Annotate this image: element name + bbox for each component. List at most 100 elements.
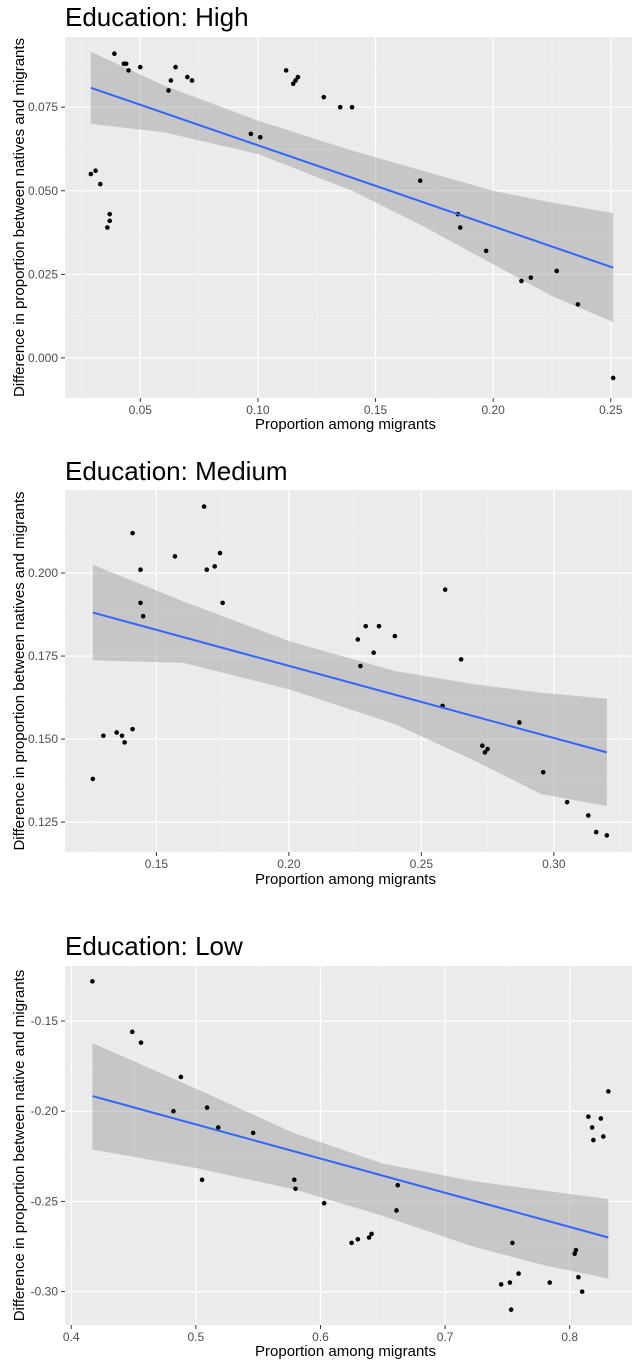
- data-point: [129, 1029, 135, 1035]
- data-point: [593, 829, 599, 835]
- data-point: [585, 813, 591, 818]
- data-point: [204, 567, 210, 573]
- regression-line: [92, 1095, 609, 1239]
- data-point: [199, 1177, 205, 1183]
- confidence-band: [90, 51, 614, 323]
- data-point: [554, 268, 560, 274]
- x-tick-label: 0.30: [542, 857, 566, 871]
- data-point: [114, 730, 119, 735]
- data-point: [122, 740, 127, 745]
- y-axis-label: Difference in proportion between natives…: [11, 38, 28, 397]
- y-tick-label: 0.050: [28, 184, 58, 198]
- data-point: [130, 530, 135, 536]
- data-point: [395, 1182, 401, 1188]
- data-point: [220, 600, 225, 606]
- data-point: [107, 218, 113, 224]
- data-point: [166, 88, 171, 93]
- data-point: [137, 64, 143, 70]
- data-point: [105, 225, 110, 230]
- chart-title: Education: Medium: [65, 456, 288, 486]
- data-point: [417, 178, 423, 184]
- data-point: [349, 1240, 354, 1246]
- data-point: [392, 633, 398, 639]
- data-point: [204, 1105, 210, 1110]
- y-tick-label: 0.025: [28, 267, 58, 281]
- data-point: [123, 61, 129, 67]
- confidence-band: [92, 1043, 609, 1279]
- x-tick-label: 0.6: [312, 1330, 329, 1344]
- data-point: [172, 554, 178, 559]
- data-point: [483, 248, 489, 254]
- data-point: [90, 776, 96, 782]
- plot-panel: [65, 966, 632, 1325]
- data-point: [119, 733, 125, 739]
- data-point: [572, 1251, 577, 1257]
- data-point: [517, 720, 522, 725]
- data-point: [295, 74, 301, 80]
- y-axis-label: Difference in proportion between native …: [11, 970, 28, 1322]
- data-point: [349, 104, 355, 110]
- data-point: [485, 746, 490, 752]
- x-axis-label: Proportion among migrants: [255, 416, 436, 433]
- y-axis-label: Difference in proportion between natives…: [11, 491, 28, 850]
- data-point: [591, 1137, 596, 1143]
- data-point: [248, 131, 254, 137]
- data-point: [168, 78, 174, 83]
- data-point: [606, 1089, 611, 1094]
- data-point: [355, 1237, 361, 1242]
- y-tick-label: 0.175: [28, 649, 58, 663]
- data-point: [589, 1125, 595, 1130]
- data-point: [171, 1108, 176, 1114]
- x-axis-label: Proportion among migrants: [255, 1343, 436, 1360]
- regression-line: [92, 611, 608, 754]
- x-tick-label: 0.15: [145, 857, 169, 871]
- y-tick-label: -0.20: [31, 1104, 59, 1118]
- data-point: [482, 750, 488, 755]
- data-point: [579, 1289, 585, 1294]
- data-point: [575, 302, 581, 307]
- plot-panel: [65, 490, 632, 852]
- data-point: [363, 623, 369, 629]
- chart-title: Education: Low: [65, 931, 243, 961]
- data-point: [178, 1074, 184, 1080]
- confidence-band: [92, 564, 607, 807]
- data-point: [366, 1235, 372, 1240]
- y-tick-label: 0.125: [28, 815, 58, 829]
- data-point: [604, 833, 610, 838]
- data-point: [498, 1282, 504, 1287]
- data-point: [337, 104, 343, 110]
- plot-panel: [65, 37, 632, 398]
- x-tick-label: 0.05: [129, 403, 153, 417]
- y-tick-label: 0.150: [28, 732, 58, 746]
- data-point: [576, 1274, 581, 1280]
- data-point: [93, 168, 98, 174]
- data-point: [547, 1280, 553, 1285]
- chart-panel-2: 0.15 0.20 0.25 0.30 0.125 0.150 0.175 0.200 Educ…: [11, 456, 632, 888]
- chart-panel-1: 0.05 0.10 0.15 0.20 0.25 0.000 0.025 0.050 0.075…: [11, 2, 632, 433]
- data-point: [442, 587, 448, 592]
- data-point: [540, 769, 546, 775]
- y-tick-label: -0.30: [31, 1285, 59, 1299]
- data-point: [217, 550, 223, 556]
- chart-title: Education: High: [65, 2, 249, 32]
- data-point: [101, 733, 106, 739]
- data-point: [355, 637, 361, 642]
- x-tick-label: 0.20: [277, 857, 301, 871]
- data-point: [507, 1280, 513, 1285]
- data-point: [480, 743, 485, 749]
- x-tick-label: 0.25: [599, 403, 623, 417]
- data-point: [138, 567, 143, 573]
- data-point: [528, 275, 534, 280]
- data-point: [458, 657, 464, 662]
- data-point: [112, 51, 117, 57]
- data-point: [321, 1200, 327, 1206]
- data-point: [394, 1208, 399, 1213]
- data-point: [376, 623, 382, 629]
- data-point: [293, 78, 298, 83]
- y-tick-label: 0.000: [28, 351, 58, 365]
- data-point: [138, 1040, 144, 1045]
- data-point: [283, 68, 289, 73]
- y-tick-label: -0.15: [31, 1014, 59, 1028]
- data-point: [510, 1240, 515, 1246]
